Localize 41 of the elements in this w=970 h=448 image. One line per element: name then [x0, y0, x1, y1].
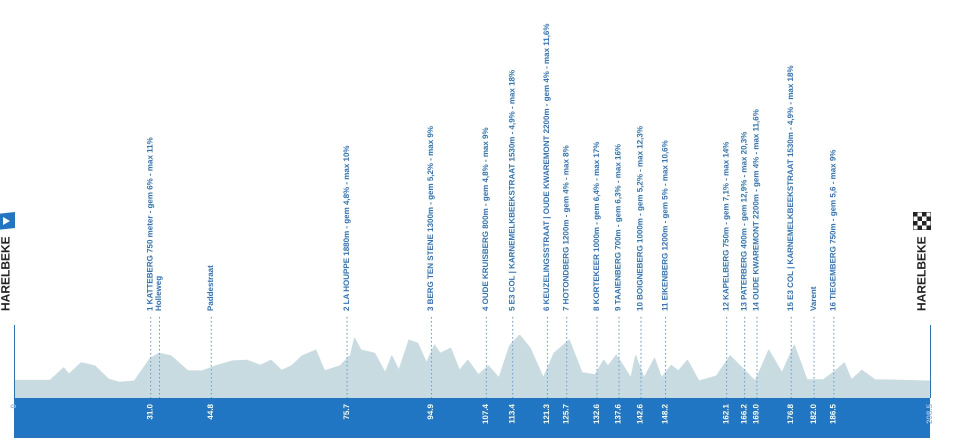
x-tick-label: 94.9: [426, 403, 436, 420]
x-tick-label: 121.3: [542, 403, 552, 424]
ref-line-label: 13 PATERBERG 400m - gem 12,9% - max 20,3%: [739, 132, 748, 311]
x-tick-label: 148.2: [660, 403, 670, 424]
ref-line-label: HARELBEKE: [914, 236, 928, 311]
ref-line-label: 12 KAPELBERG 750m - gem 7,1% - max 14%: [721, 142, 730, 311]
x-tick-label: 186.5: [828, 403, 838, 424]
x-tick-label: 162.1: [721, 403, 730, 424]
ref-line-label: 10 BOIGNEBERG 1000m - gem 5,2% - max 12,3%: [636, 126, 645, 311]
x-tick-label: 107.4: [481, 403, 490, 424]
ref-line-label: 7 HOTONDBERG 1200m - gem 4% - max 8%: [561, 145, 570, 311]
ref-line-label: 5 E3 COL | KARNEMELKBEEKSTRAAT 1530m - 4,9% - max 18%: [507, 70, 516, 311]
ref-line-label: 11 EIKENBERG 1200m - gem 5% - max 10,6%: [660, 140, 670, 311]
ref-line-label: 6 KEUZELINGSSTRAAT | OUDE KWAREMONT 2200m - gem 4% - max 11,6%: [542, 24, 552, 311]
ref-line-label: 4 OUDE KRUISBERG 800m - gem 4,8% - max 9%: [481, 127, 490, 311]
x-tick-label: 166.2: [739, 403, 748, 424]
x-tick-label: 169.0: [752, 403, 761, 424]
x-tick-label: 0: [9, 403, 18, 408]
x-tick-label: 208.5: [925, 403, 934, 424]
x-tick-label: 142.6: [636, 403, 645, 424]
ref-line-label: 9 TAAIENBERG 700m - gem 6,3% - max 16%: [614, 144, 623, 311]
ref-line-label: 14 OUDE KWAREMONT 2200m - gem 4% - max 11,6%: [752, 109, 761, 311]
x-tick-label: 44.8: [206, 403, 216, 420]
ref-line-label: Holleweg: [154, 276, 164, 311]
x-tick-label: 182.0: [808, 403, 818, 424]
x-tick-label: 176.8: [786, 403, 795, 424]
ref-line-label: 16 TIEGEMBERG 750m - gem 5,6 - max 9%: [828, 150, 838, 311]
x-tick-label: 137.6: [614, 403, 623, 424]
x-tick-label: 125.7: [561, 403, 570, 424]
ref-line-label: 1 KATTEBERG 750 meter - gem 6% - max 11%: [145, 137, 154, 311]
ref-line-label: 3 BERG TEN STENE 1300m - gem 5,2% - max 9%: [426, 126, 436, 311]
ref-line-label: 8 KORTEKEER 1000m - gem 6,4% - max 17%: [592, 142, 601, 311]
ref-line-label: 15 E3 COL | KARNEMELKBEEKSTRAAT 1530m - 4,9% - max 18%: [786, 65, 795, 311]
x-tick-label: 75.7: [342, 403, 351, 420]
ref-line-label: 2 LA HOUPPE 1880m - gem 4,8% - max 10%: [342, 145, 351, 311]
ref-line-label: HARELBEKE: [0, 236, 12, 311]
ref-line-label: Varent: [808, 286, 818, 311]
x-tick-label: 132.6: [592, 403, 601, 424]
x-tick-label: 31.0: [145, 403, 154, 420]
x-tick-label: 113.4: [507, 403, 516, 424]
ref-line-label: Paddestraat: [206, 264, 216, 311]
